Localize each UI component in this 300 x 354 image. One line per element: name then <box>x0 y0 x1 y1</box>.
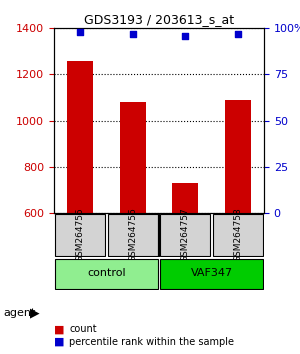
Text: control: control <box>87 268 126 278</box>
Point <box>78 29 83 35</box>
FancyBboxPatch shape <box>212 214 263 256</box>
Text: agent: agent <box>3 308 35 318</box>
Text: VAF347: VAF347 <box>190 268 232 278</box>
Text: GSM264757: GSM264757 <box>181 207 190 262</box>
Point <box>183 33 188 39</box>
Point <box>130 31 135 37</box>
Text: ▶: ▶ <box>30 307 40 320</box>
FancyBboxPatch shape <box>160 259 263 289</box>
Bar <box>67 61 93 213</box>
Text: ■: ■ <box>54 324 64 334</box>
FancyBboxPatch shape <box>108 214 158 256</box>
Text: GSM264755: GSM264755 <box>76 207 85 262</box>
Point <box>235 31 240 37</box>
Text: ■: ■ <box>54 337 64 347</box>
Title: GDS3193 / 203613_s_at: GDS3193 / 203613_s_at <box>84 13 234 26</box>
Text: GSM264758: GSM264758 <box>233 207 242 262</box>
Text: GSM264756: GSM264756 <box>128 207 137 262</box>
FancyBboxPatch shape <box>160 214 210 256</box>
Text: count: count <box>69 324 97 334</box>
Bar <box>120 102 146 213</box>
FancyBboxPatch shape <box>55 259 158 289</box>
FancyBboxPatch shape <box>55 214 106 256</box>
Bar <box>225 100 251 213</box>
Text: percentile rank within the sample: percentile rank within the sample <box>69 337 234 347</box>
Bar <box>172 183 198 213</box>
